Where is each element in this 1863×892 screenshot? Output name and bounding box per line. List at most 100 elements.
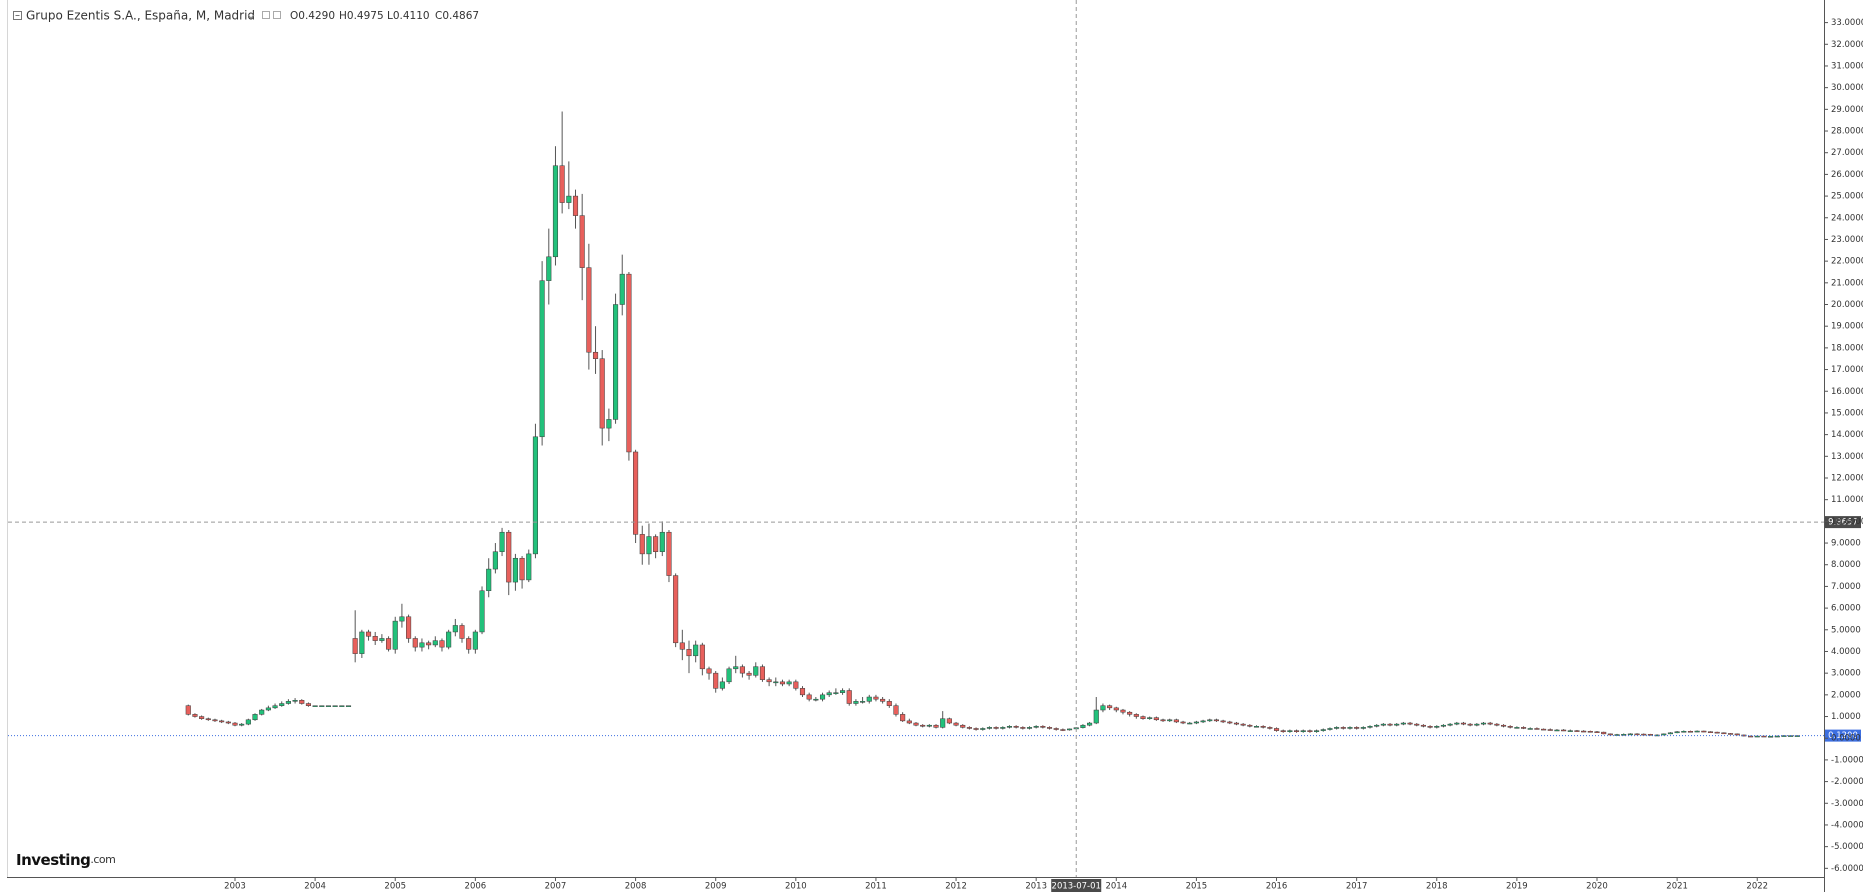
candle-body [599,358,605,429]
candle-body [1474,723,1480,726]
candle-body [1681,731,1687,733]
candle-body [1187,722,1193,725]
candle-body [1240,723,1246,726]
y-tick-label: -4.0000 [1831,820,1863,830]
y-tick-label: 33.0000 [1831,18,1863,28]
candle-body [1347,727,1353,729]
candle-body [1053,728,1059,730]
candle-body [1701,730,1707,733]
candle-body [846,690,852,704]
candle-body [1647,734,1653,736]
candle-body [766,679,772,683]
candle-body [1374,724,1380,727]
candle-body [1507,726,1513,728]
candle-body [1694,730,1700,733]
candle-body [392,620,398,650]
candle-body [225,721,231,724]
candle-body [1521,727,1527,729]
candle-body [993,727,999,729]
open-readout: O0.4290 [290,10,335,22]
candle-body [1334,727,1340,729]
y-tick-label: 24.0000 [1831,213,1863,223]
y-tick-label: 25.0000 [1831,192,1863,202]
candle-body [1227,721,1233,724]
x-tick-label: 2013 [1025,882,1047,892]
candle-body [673,575,679,644]
candle-body [606,419,612,429]
candle-body [506,531,512,583]
x-tick-label: 2017 [1346,882,1368,892]
y-tick-label: 1.0000 [1831,712,1861,722]
y-tick-label: -5.0000 [1831,842,1863,852]
candle-body [572,195,579,216]
candle-body [953,722,959,726]
candle-body [205,718,211,721]
candle-body [1294,730,1300,732]
y-tick-label: 14.0000 [1831,430,1863,440]
candle-body [1674,731,1680,734]
candle-body [1454,722,1460,725]
candle-body [426,642,432,646]
y-tick-label: 16.0000 [1831,387,1863,397]
candle-body [646,536,652,555]
crosshair-x-label: 2013-07-01 [1052,882,1101,892]
candle-body [305,703,311,706]
overlay: 0.1200 9.9657 2013-07-01 [8,0,1861,892]
candle-body [1741,734,1747,737]
y-tick-label: 21.0000 [1831,278,1863,288]
y-tick-label: 22.0000 [1831,257,1863,267]
collapse-icon[interactable] [13,11,22,20]
candle-body [526,553,532,581]
candle-body [1400,722,1406,725]
candle-body [512,557,518,583]
high-readout: H0.4975 [339,10,384,22]
candle-body [406,616,412,639]
x-tick-label: 2016 [1266,882,1288,892]
candle-body [633,451,639,535]
candle-body [960,724,966,728]
candle-body [412,638,418,648]
candle-body [399,616,405,622]
candle-body [1667,732,1673,735]
settings-icon[interactable] [262,11,270,19]
candle-body [312,705,318,707]
logo-main: Investing [16,851,90,869]
candle-body [345,705,352,707]
candle-body [900,714,906,722]
candle-body [332,705,338,707]
candle-body [1687,731,1694,733]
candle-body [1367,726,1373,728]
candle-body [733,666,739,670]
low-readout: L0.4110 [387,10,430,22]
candle-body [1233,722,1240,725]
logo-suffix: .com [90,853,115,866]
candle-body [853,701,859,704]
candle-body [1167,719,1173,722]
candle-body [532,436,538,555]
candle-body [1420,724,1426,727]
y-tick-label: 23.0000 [1831,235,1863,245]
dropdown-arrow[interactable] [247,14,255,19]
candle-body [459,625,465,639]
candle-body [386,638,392,650]
candle-body [439,640,445,648]
candle-body [1414,723,1420,726]
candle-body [1247,724,1253,727]
candle-body [1527,728,1533,730]
candle-body [886,701,892,706]
close-readout: C0.4867 [435,10,479,22]
candle-body [1440,724,1446,727]
y-tick-label: -2.0000 [1831,777,1863,787]
candle-body [1547,729,1553,731]
candle-body [546,256,552,281]
candle-body [579,215,585,268]
y-tick-label: 20.0000 [1831,300,1863,310]
candle-body [1327,728,1333,730]
candle-body [519,557,525,581]
close-icon[interactable] [273,11,281,19]
y-tick-label: 19.0000 [1831,322,1863,332]
y-tick-label: 29.0000 [1831,105,1863,115]
y-tick-label: 11.0000 [1831,495,1863,505]
candle-body [1273,728,1280,731]
candle-body [1561,729,1567,732]
